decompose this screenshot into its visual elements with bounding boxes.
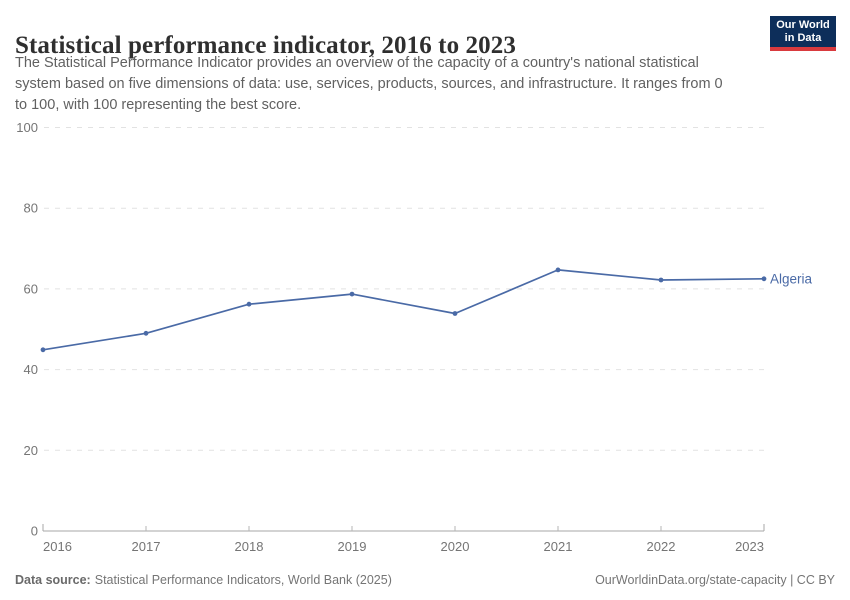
data-point-marker[interactable]: [40, 347, 46, 353]
y-axis-tick-label: 40: [24, 362, 38, 377]
data-point-marker[interactable]: [246, 301, 252, 307]
chart-title: Statistical performance indicator, 2016 …: [15, 31, 516, 59]
data-point-marker[interactable]: [452, 311, 458, 316]
x-axis-tick-label: 2018: [235, 539, 264, 554]
x-axis-tick-label: 2017: [132, 539, 161, 554]
series-line-algeria[interactable]: [42, 269, 765, 351]
data-point-marker[interactable]: [555, 267, 561, 273]
y-axis-tick-label: 100: [16, 120, 38, 135]
data-point-marker[interactable]: [761, 276, 767, 282]
owid-logo-line2: in Data: [784, 31, 822, 44]
data-source-note: Data source: Statistical Performance Indi…: [15, 573, 392, 587]
x-axis-tick-label: 2016: [43, 539, 72, 554]
data-source-label: Data source:: [15, 573, 91, 587]
x-axis-tick-label: 2023: [735, 539, 764, 554]
chart-subtitle-line: system based on five dimensions of data:…: [15, 76, 723, 92]
data-point-marker[interactable]: [143, 330, 149, 336]
series-end-label[interactable]: Algeria: [770, 271, 813, 286]
y-axis-tick-label: 60: [24, 281, 38, 296]
x-axis-tick-label: 2022: [647, 539, 676, 554]
data-source-text: Statistical Performance Indicators, Worl…: [94, 573, 392, 587]
chart-footer: Data source: Statistical Performance Indi…: [15, 573, 835, 587]
chart-subtitle-line: The Statistical Performance Indicator pr…: [15, 55, 699, 71]
chart-subtitle: The Statistical Performance Indicator pr…: [15, 53, 755, 116]
credit-link[interactable]: OurWorldinData.org/state-capacity | CC B…: [595, 573, 835, 587]
data-point-marker[interactable]: [349, 291, 355, 297]
y-axis-tick-label: 0: [31, 524, 38, 539]
y-axis-tick-label: 20: [24, 443, 38, 458]
owid-logo-line1: Our World: [776, 18, 830, 31]
owid-logo[interactable]: Our World in Data: [770, 16, 836, 51]
x-axis-tick-label: 2021: [544, 539, 573, 554]
data-point-marker[interactable]: [658, 277, 664, 283]
chart-subtitle-line: to 100, with 100 representing the best s…: [15, 97, 302, 113]
x-axis-tick-label: 2019: [338, 539, 367, 554]
x-axis-tick-label: 2020: [441, 539, 470, 554]
y-axis-tick-label: 80: [24, 201, 38, 216]
